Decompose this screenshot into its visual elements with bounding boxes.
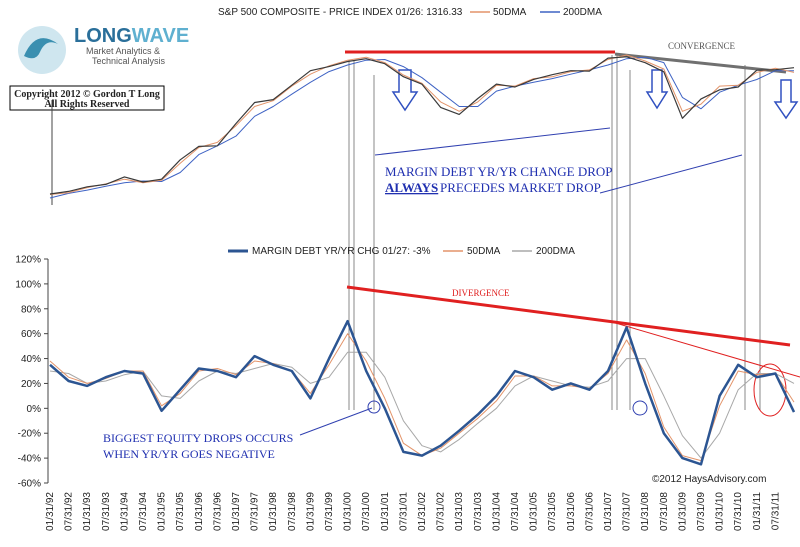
x-tick-label: 07/31/98 (287, 492, 298, 531)
trend-line (611, 321, 800, 378)
annotation: ©2012 HaysAdvisory.com (652, 474, 766, 485)
x-tick-label: 01/31/06 (566, 492, 577, 531)
x-tick-label: 07/31/92 (64, 492, 75, 531)
logo-swirl (18, 26, 66, 74)
down-arrows (391, 69, 799, 120)
annotation: PRECEDES MARKET DROP (440, 180, 601, 195)
copyright: All Rights Reserved (45, 99, 130, 110)
series-line (49, 56, 794, 199)
y-tick-label: 80% (21, 304, 41, 315)
x-tick-label: 01/31/03 (454, 492, 465, 531)
y-tick-label: -20% (18, 429, 41, 440)
x-tick-label: 07/31/99 (324, 492, 335, 531)
logo-swirl (24, 38, 58, 59)
x-tick-label: 01/31/00 (343, 492, 354, 531)
pointer-line (374, 127, 611, 156)
chart-title: S&P 500 COMPOSITE - PRICE INDEX 01/26: 1… (218, 7, 463, 18)
x-tick-label: 07/31/00 (361, 492, 372, 531)
y-tick-label: 120% (15, 255, 41, 266)
pointer-line (299, 407, 373, 436)
x-tick-label: 01/31/97 (231, 492, 242, 531)
annotation: BIGGEST EQUITY DROPS OCCURS (103, 431, 293, 445)
x-tick-label: 01/31/96 (194, 492, 205, 531)
logo: LONGWAVE Market Analytics & Technical An… (18, 25, 189, 74)
down-arrow (773, 79, 799, 120)
x-tick-label: 07/31/11 (770, 492, 781, 531)
x-tick-label: 01/31/99 (305, 492, 316, 531)
x-tick-label: 01/31/05 (529, 492, 540, 531)
x-tick-label: 01/31/92 (45, 492, 56, 531)
x-tick-label: 07/31/04 (510, 492, 521, 531)
series-line (49, 56, 795, 195)
y-tick-label: -40% (18, 454, 41, 465)
x-tick-label: 01/31/94 (119, 492, 130, 531)
x-tick-label: 07/31/94 (138, 492, 149, 531)
logo-brand: LONGWAVE (74, 25, 189, 47)
down-arrow (645, 69, 669, 110)
legend-label: MARGIN DEBT YR/YR CHG 01/27: -3% (252, 246, 431, 257)
annotation: CONVERGENCE (668, 41, 736, 51)
x-tick-label: 01/31/07 (603, 492, 614, 531)
x-tick-label: 01/31/09 (677, 492, 688, 531)
x-tick-label: 07/31/08 (659, 492, 670, 531)
annotation: WHEN YR/YR GOES NEGATIVE (103, 447, 275, 461)
annotation: MARGIN DEBT YR/YR CHANGE DROP (385, 164, 613, 179)
connector-lines (348, 55, 761, 410)
y-tick-label: 20% (21, 379, 41, 390)
y-tick-label: -60% (18, 479, 41, 490)
x-tick-label: 01/31/01 (380, 492, 391, 531)
x-tick-label: 07/31/01 (398, 492, 409, 531)
y-tick-label: 60% (21, 329, 41, 340)
x-tick-label: 07/31/96 (212, 492, 223, 531)
pointer-line (599, 154, 743, 194)
legend-label: 200DMA (536, 246, 575, 257)
highlight-circle (632, 400, 648, 416)
x-tick-label: 07/31/09 (696, 492, 707, 531)
x-tick-label: 07/31/95 (175, 492, 186, 531)
x-tick-label: 01/31/04 (491, 492, 502, 531)
y-tick-label: 100% (15, 279, 41, 290)
x-tick-label: 01/31/10 (715, 492, 726, 531)
x-tick-label: 07/31/93 (101, 492, 112, 531)
x-tick-label: 07/31/10 (733, 492, 744, 531)
logo-tagline: Market Analytics & (86, 46, 160, 56)
x-tick-label: 07/31/02 (436, 492, 447, 531)
annotation: DIVERGENCE (452, 288, 510, 298)
x-tick-label: 01/31/93 (82, 492, 93, 531)
x-tick-label: 07/31/07 (622, 492, 633, 531)
series-line (49, 319, 796, 466)
highlight-circle (367, 400, 381, 414)
annotation: ALWAYS (385, 180, 438, 195)
copyright: Copyright 2012 © Gordon T Long (14, 89, 160, 100)
x-tick-label: 01/31/02 (417, 492, 428, 531)
legend-label: 50DMA (467, 246, 501, 257)
x-tick-label: 01/31/08 (640, 492, 651, 531)
trend-line (346, 285, 791, 347)
legend-label: 50DMA (493, 7, 527, 18)
y-tick-label: 0% (27, 404, 42, 415)
y-tick-label: 40% (21, 354, 41, 365)
x-tick-label: 07/31/06 (584, 492, 595, 531)
series-line (49, 54, 795, 195)
copyright-box (9, 85, 165, 111)
x-tick-label: 07/31/97 (250, 492, 261, 531)
x-tick-label: 01/31/98 (268, 492, 279, 531)
x-tick-label: 07/31/03 (473, 492, 484, 531)
x-tick-label: 01/31/11 (752, 492, 763, 531)
x-tick-label: 07/31/05 (547, 492, 558, 531)
x-tick-label: 01/31/95 (157, 492, 168, 531)
legend-label: 200DMA (563, 7, 602, 18)
logo-tagline: Technical Analysis (92, 56, 166, 66)
